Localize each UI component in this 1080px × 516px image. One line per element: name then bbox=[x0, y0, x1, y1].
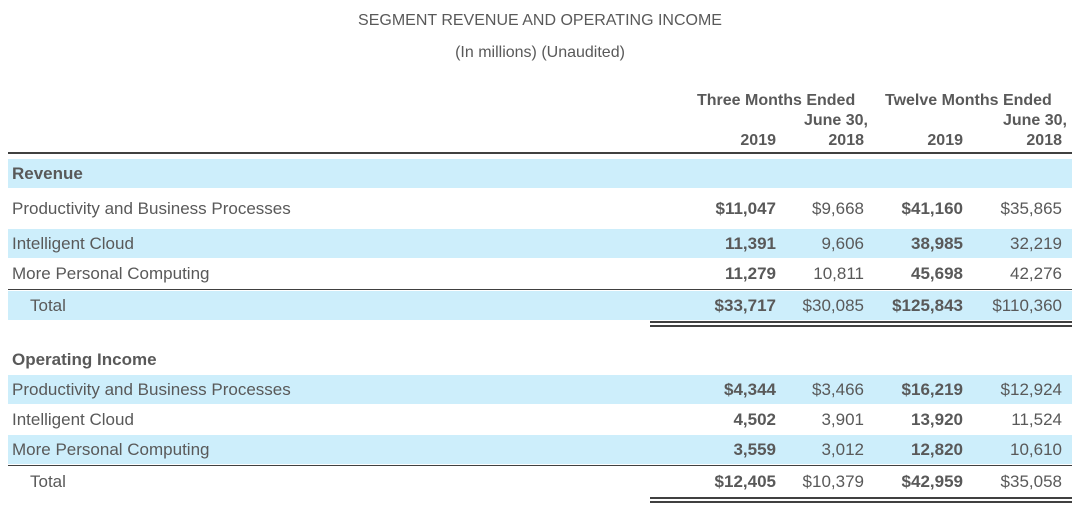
double-underline bbox=[650, 497, 1072, 499]
year-header-2: 2018 bbox=[828, 132, 864, 149]
cell-value: $9,668 bbox=[812, 199, 864, 218]
cell-value: 32,219 bbox=[1010, 234, 1062, 253]
operating-income-total-row: Total $12,405 $10,379 $42,959 $35,058 bbox=[8, 467, 1072, 496]
cell-value: 10,610 bbox=[1010, 440, 1062, 459]
cell-value: $42,959 bbox=[901, 472, 963, 491]
double-underline bbox=[650, 501, 1072, 503]
cell-value: 3,012 bbox=[821, 440, 864, 459]
cell-value: $16,219 bbox=[901, 380, 963, 399]
cell-value: $3,466 bbox=[812, 380, 864, 399]
table-row: Intelligent Cloud 11,391 9,606 38,985 32… bbox=[8, 229, 1072, 258]
twelve-months-header: Twelve Months Ended bbox=[885, 92, 1052, 109]
row-label: Productivity and Business Processes bbox=[12, 199, 291, 218]
cell-value: 42,276 bbox=[1010, 264, 1062, 283]
twelve-months-june-header: June 30, bbox=[1002, 112, 1067, 129]
row-label: Intelligent Cloud bbox=[12, 410, 134, 429]
row-label: More Personal Computing bbox=[12, 264, 210, 283]
cell-value: $41,160 bbox=[901, 199, 963, 218]
cell-value: 45,698 bbox=[911, 264, 963, 283]
table-row: Productivity and Business Processes $11,… bbox=[8, 194, 1072, 223]
cell-value: $12,405 bbox=[714, 472, 776, 491]
cell-value: $35,058 bbox=[1000, 472, 1062, 491]
three-months-june-header: June 30, bbox=[803, 112, 868, 129]
row-label: Intelligent Cloud bbox=[12, 234, 134, 253]
year-header-3: 2019 bbox=[927, 132, 963, 149]
year-header-1: 2019 bbox=[740, 132, 776, 149]
cell-value: 10,811 bbox=[813, 264, 864, 283]
table-row: More Personal Computing 3,559 3,012 12,8… bbox=[8, 435, 1072, 464]
table-row: Productivity and Business Processes $4,3… bbox=[8, 375, 1072, 404]
cell-value: 12,820 bbox=[911, 440, 963, 459]
cell-value: $11,047 bbox=[715, 199, 776, 218]
operating-income-section-header: Operating Income bbox=[8, 345, 1072, 374]
year-header-4: 2018 bbox=[1026, 132, 1062, 149]
cell-value: $33,717 bbox=[714, 296, 776, 315]
revenue-section-header: Revenue bbox=[8, 159, 1072, 188]
cell-value: $110,360 bbox=[992, 296, 1062, 315]
cell-value: 11,279 bbox=[724, 264, 776, 283]
cell-value: 3,901 bbox=[821, 410, 864, 429]
row-label: More Personal Computing bbox=[12, 440, 210, 459]
table-row: Intelligent Cloud 4,502 3,901 13,920 11,… bbox=[8, 405, 1072, 434]
total-label: Total bbox=[30, 472, 66, 491]
total-rule bbox=[8, 289, 1072, 290]
operating-income-heading: Operating Income bbox=[12, 350, 157, 369]
cell-value: $35,865 bbox=[1000, 199, 1062, 218]
table-row: More Personal Computing 11,279 10,811 45… bbox=[8, 259, 1072, 288]
revenue-heading: Revenue bbox=[12, 164, 83, 183]
cell-value: $125,843 bbox=[892, 296, 963, 315]
revenue-total-row: Total $33,717 $30,085 $125,843 $110,360 bbox=[8, 291, 1072, 320]
cell-value: $12,924 bbox=[1000, 380, 1062, 399]
cell-value: 4,502 bbox=[733, 410, 776, 429]
cell-value: 9,606 bbox=[821, 234, 864, 253]
row-label: Productivity and Business Processes bbox=[12, 380, 291, 399]
report-title: SEGMENT REVENUE AND OPERATING INCOME bbox=[358, 12, 722, 29]
cell-value: 38,985 bbox=[911, 234, 963, 253]
total-label: Total bbox=[30, 296, 66, 315]
double-underline bbox=[650, 321, 1072, 323]
cell-value: 3,559 bbox=[733, 440, 776, 459]
cell-value: 11,391 bbox=[724, 234, 776, 253]
double-underline bbox=[650, 325, 1072, 327]
report-subtitle: (In millions) (Unaudited) bbox=[455, 44, 625, 61]
header-rule bbox=[8, 152, 1072, 154]
cell-value: 13,920 bbox=[911, 410, 963, 429]
cell-value: $10,379 bbox=[802, 472, 864, 491]
cell-value: 11,524 bbox=[1011, 410, 1062, 429]
cell-value: $4,344 bbox=[724, 380, 776, 399]
cell-value: $30,085 bbox=[802, 296, 864, 315]
total-rule bbox=[8, 465, 1072, 466]
three-months-header: Three Months Ended bbox=[697, 92, 856, 109]
